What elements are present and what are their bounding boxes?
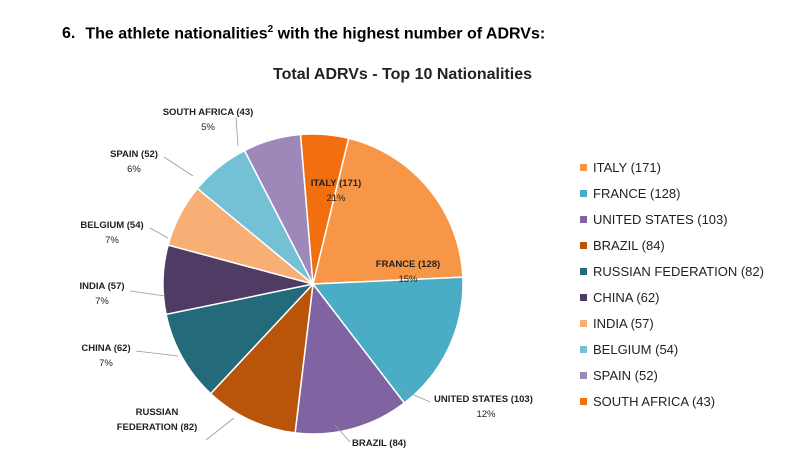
legend-swatch xyxy=(580,215,587,223)
legend-label: INDIA (57) xyxy=(593,315,654,331)
legend-swatch xyxy=(580,189,587,197)
slice-percent-label: 12% xyxy=(476,409,496,420)
pie-slice xyxy=(294,282,406,435)
slice-label: INDIA (57) xyxy=(79,281,124,292)
section-number: 6. xyxy=(62,25,76,43)
section-heading-text: The athlete nationalities xyxy=(85,25,268,43)
legend-item: SOUTH AFRICA (43) xyxy=(580,388,764,414)
section-heading: 6. The athlete nationalities2 with the hi… xyxy=(62,24,545,43)
legend-item: BELGIUM (54) xyxy=(580,336,764,362)
leader-line xyxy=(135,350,179,357)
legend-swatch xyxy=(580,397,587,405)
slice-label: BRAZIL (84) xyxy=(352,438,406,449)
legend-item: ITALY (171) xyxy=(580,154,764,180)
legend-label: BELGIUM (54) xyxy=(593,341,679,357)
pie-slice xyxy=(311,276,464,405)
slice-label: ITALY (171) xyxy=(311,178,362,189)
leader-line xyxy=(149,227,169,239)
legend-swatch xyxy=(580,345,587,353)
slice-label: UNITED STATES (103) xyxy=(434,394,533,405)
leader-line xyxy=(397,387,431,403)
slice-percent-label: 6% xyxy=(127,164,141,175)
leader-line xyxy=(235,116,239,147)
leader-line xyxy=(163,156,194,177)
legend-label: ITALY (171) xyxy=(593,159,661,175)
slice-percent-label: 7% xyxy=(95,296,109,307)
pie-slice xyxy=(312,137,464,285)
legend-swatch xyxy=(580,241,587,249)
slice-label: FRANCE (128) xyxy=(376,259,440,270)
legend-label: SOUTH AFRICA (43) xyxy=(593,393,716,409)
slice-label: RUSSIAN xyxy=(136,407,179,418)
slice-percent-label: 15% xyxy=(398,274,418,285)
slice-label: FEDERATION (82) xyxy=(117,422,198,433)
slice-label: CHINA (62) xyxy=(81,343,130,354)
legend-item: BRAZIL (84) xyxy=(580,232,764,258)
leader-line xyxy=(205,417,235,441)
section-heading-text-end: with the highest number of ADRVs: xyxy=(273,25,546,43)
legend-swatch xyxy=(580,267,587,275)
legend-item: INDIA (57) xyxy=(580,310,764,336)
slice-percent-label: 21% xyxy=(326,193,346,204)
legend-swatch xyxy=(580,371,587,379)
pie-slice xyxy=(299,133,350,285)
legend-label: SPAIN (52) xyxy=(593,367,658,383)
legend-swatch xyxy=(580,163,587,171)
slice-label: SPAIN (52) xyxy=(110,149,158,160)
leader-line xyxy=(334,424,351,443)
chart-title-text: Total ADRVs - Top 10 Nationalities xyxy=(273,66,532,83)
legend-label: CHINA (62) xyxy=(593,289,660,305)
legend-label: RUSSIAN FEDERATION (82) xyxy=(593,263,764,279)
chart-title: Total ADRVs - Top 10 Nationalities xyxy=(0,66,805,84)
slice-percent-label: 7% xyxy=(105,235,119,246)
legend-label: BRAZIL (84) xyxy=(593,237,665,253)
pie-slice xyxy=(209,281,315,434)
pie-slice xyxy=(165,282,316,395)
legend-item: UNITED STATES (103) xyxy=(580,206,764,232)
legend-swatch xyxy=(580,319,587,327)
chart-legend: ITALY (171) FRANCE (128) UNITED STATES (10… xyxy=(580,154,764,414)
leader-line xyxy=(129,290,166,297)
legend-item: FRANCE (128) xyxy=(580,180,764,206)
slice-label: BELGIUM (54) xyxy=(80,220,143,231)
footnote-marker: 2 xyxy=(267,24,274,35)
legend-item: CHINA (62) xyxy=(580,284,764,310)
legend-item: RUSSIAN FEDERATION (82) xyxy=(580,258,764,284)
legend-swatch xyxy=(580,293,587,301)
slice-percent-label: 5% xyxy=(201,122,215,133)
legend-label: FRANCE (128) xyxy=(593,185,681,201)
legend-label: UNITED STATES (103) xyxy=(593,211,728,227)
slice-label: SOUTH AFRICA (43) xyxy=(163,107,254,118)
slice-percent-label: 7% xyxy=(99,358,113,369)
legend-item: SPAIN (52) xyxy=(580,362,764,388)
